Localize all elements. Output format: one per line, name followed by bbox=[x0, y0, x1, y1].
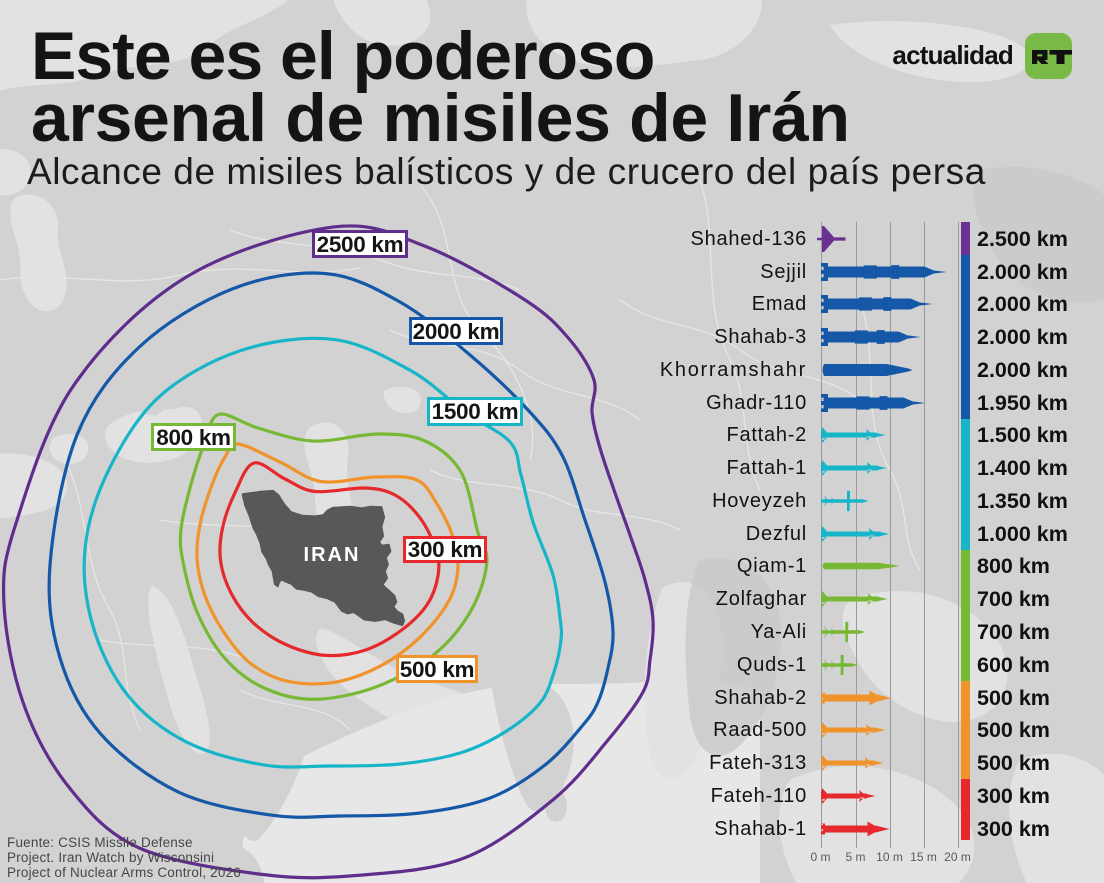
svg-text:IRAN: IRAN bbox=[304, 544, 361, 566]
